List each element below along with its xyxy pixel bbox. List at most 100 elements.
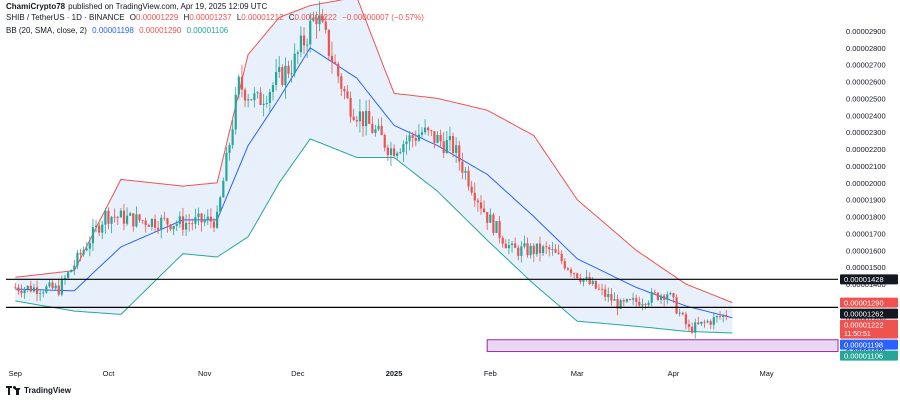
candle-body bbox=[349, 97, 352, 117]
tradingview-footer[interactable]: TradingView bbox=[6, 386, 71, 395]
tradingview-logo-icon bbox=[6, 386, 21, 395]
candle-body bbox=[669, 293, 672, 295]
candle-body bbox=[712, 317, 715, 325]
candle-body bbox=[219, 197, 222, 212]
candle-body bbox=[343, 88, 346, 92]
x-tick-label: Mar bbox=[571, 369, 584, 378]
candle bbox=[486, 211, 489, 230]
candle-body bbox=[181, 216, 185, 230]
publisher-name[interactable]: ChamiCrypto78 bbox=[6, 2, 66, 11]
bollinger-band-fill bbox=[15, 0, 733, 333]
candle-body bbox=[178, 216, 181, 224]
candle-body bbox=[98, 225, 101, 233]
price-tag: 0.00001106 bbox=[840, 350, 898, 361]
symbol-legend: SHIB / TetherUS · 1D · BINANCE O0.000012… bbox=[6, 13, 427, 22]
candle bbox=[526, 237, 529, 258]
candle-body bbox=[290, 73, 293, 75]
ohlc-l-label: L bbox=[236, 13, 242, 22]
candle bbox=[523, 235, 526, 249]
candle-body bbox=[45, 286, 48, 293]
candle-body bbox=[309, 20, 312, 45]
candle-body bbox=[337, 63, 340, 77]
candle-body bbox=[122, 210, 126, 224]
candle bbox=[157, 220, 160, 234]
candle bbox=[610, 287, 613, 306]
candle-body bbox=[703, 321, 706, 323]
candle-body bbox=[663, 295, 666, 300]
candle-body bbox=[514, 243, 517, 248]
candle-body bbox=[330, 55, 334, 62]
candle-body bbox=[70, 270, 73, 273]
candle-body bbox=[17, 287, 20, 291]
horizontal-levels bbox=[6, 278, 838, 308]
candle-body bbox=[427, 127, 430, 131]
candle-body bbox=[424, 127, 427, 133]
candle-body bbox=[501, 237, 504, 244]
ohlc-c-label: C bbox=[288, 13, 295, 22]
candle-body bbox=[243, 89, 247, 101]
candle-body bbox=[271, 85, 275, 93]
candle bbox=[420, 127, 424, 138]
price-tag: 0.00001262 bbox=[840, 308, 898, 319]
candle-body bbox=[262, 103, 265, 105]
x-tick-label: Nov bbox=[198, 369, 212, 378]
candle bbox=[259, 87, 262, 106]
candle-body bbox=[57, 285, 60, 295]
candle bbox=[129, 211, 132, 217]
band-lines bbox=[15, 0, 733, 334]
candle-body bbox=[32, 287, 36, 292]
candle bbox=[492, 212, 495, 236]
candle bbox=[73, 260, 76, 276]
candle-body bbox=[690, 326, 694, 333]
candle-body bbox=[172, 225, 175, 230]
candle bbox=[147, 223, 150, 227]
candle-body bbox=[346, 91, 349, 98]
candle bbox=[113, 208, 116, 223]
candle-body bbox=[523, 243, 526, 247]
candle-body bbox=[82, 250, 85, 255]
candle bbox=[566, 266, 570, 271]
candle-body bbox=[569, 269, 573, 274]
x-tick-label: Dec bbox=[291, 369, 305, 378]
candle bbox=[377, 118, 380, 132]
candle bbox=[436, 131, 439, 144]
candle-body bbox=[116, 217, 119, 218]
candle bbox=[188, 213, 191, 232]
ohlc-change: −0.00000007 (−0.57%) bbox=[342, 13, 424, 22]
candle bbox=[101, 220, 104, 240]
candle-body bbox=[448, 136, 452, 141]
candle bbox=[538, 236, 542, 262]
y-tick-label: 0.00002900 bbox=[846, 27, 886, 36]
candle-body bbox=[392, 148, 396, 156]
candle-body bbox=[538, 243, 542, 254]
candle bbox=[365, 100, 368, 136]
candle bbox=[470, 181, 473, 196]
candle-body bbox=[675, 297, 678, 314]
candle bbox=[520, 241, 523, 263]
candle-body bbox=[324, 21, 327, 30]
candle bbox=[122, 203, 126, 231]
price-tag-label: 0.00001222 bbox=[844, 320, 884, 329]
indicator-name[interactable]: BB (20, SMA, close, 2) bbox=[6, 26, 87, 35]
candle-body bbox=[147, 225, 150, 227]
symbol-name[interactable]: SHIB / TetherUS · 1D · BINANCE bbox=[6, 13, 125, 22]
candle bbox=[632, 292, 635, 306]
candle bbox=[219, 195, 222, 214]
price-tag-label: 0.00001290 bbox=[844, 298, 884, 307]
candle bbox=[265, 95, 268, 108]
candle-body bbox=[188, 223, 191, 224]
x-tick-label: Feb bbox=[484, 369, 497, 378]
candle bbox=[489, 208, 492, 223]
candle bbox=[517, 245, 520, 261]
candle bbox=[194, 208, 197, 229]
candle-body bbox=[725, 314, 728, 317]
candle-body bbox=[573, 273, 576, 274]
candle-body bbox=[237, 76, 240, 95]
candle bbox=[532, 243, 535, 262]
candle bbox=[504, 239, 507, 249]
candle-body bbox=[495, 221, 498, 233]
candle bbox=[706, 319, 709, 324]
candle bbox=[669, 291, 672, 296]
candle-body bbox=[51, 282, 54, 289]
